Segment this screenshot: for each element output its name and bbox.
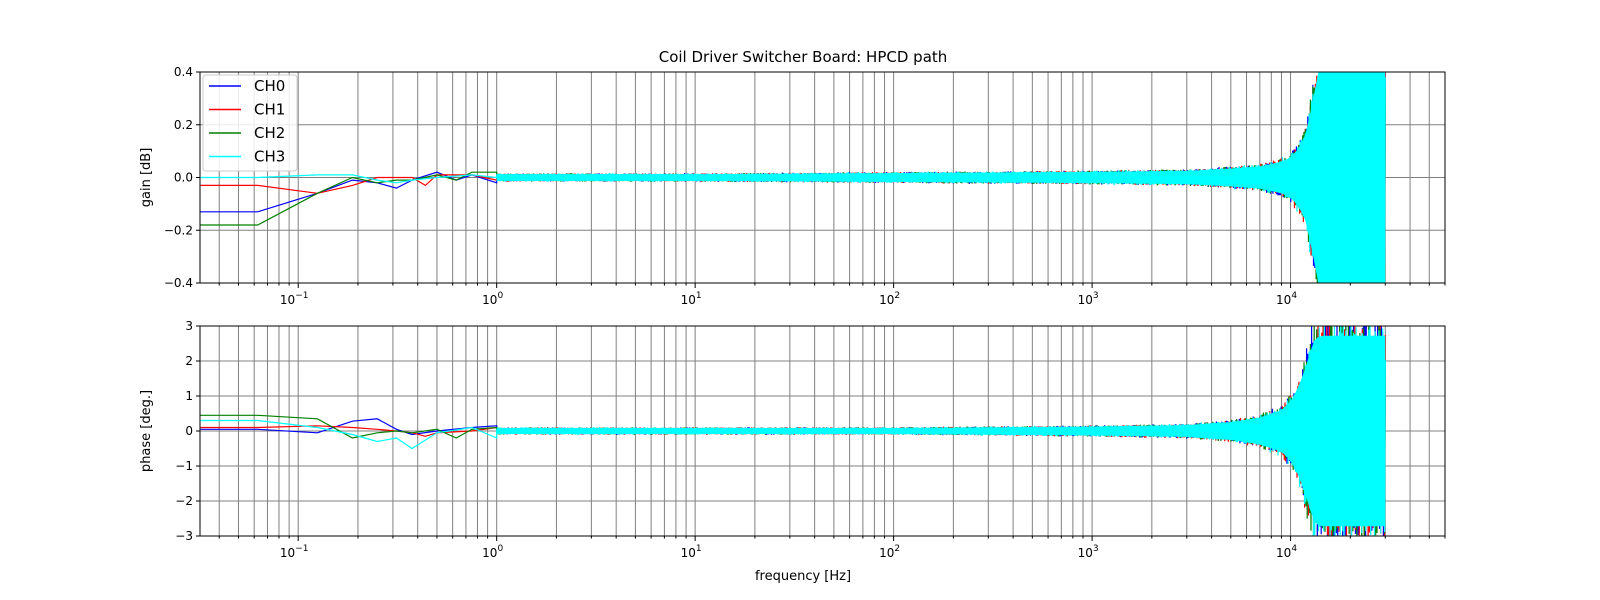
phase-ytick-label: 2 [185,354,193,368]
phase-ytick-label: −3 [175,529,193,543]
gain-ytick-label: −0.2 [164,223,193,237]
legend-label-CH2: CH2 [254,124,285,142]
x-axis-label: frequency [Hz] [755,569,851,584]
gain-ytick-label: −0.4 [164,276,193,290]
legend: CH0 CH1 CH2 CH3 [202,74,298,172]
legend-label-CH0: CH0 [254,77,285,95]
legend-label-CH1: CH1 [254,101,285,119]
phase-ytick-label: 0 [185,424,193,438]
gain-ylabel: gain [dB] [139,148,154,208]
gain-ytick-label: 0.2 [174,118,193,132]
gain-data [200,72,1386,283]
phase-ytick-label: 3 [185,319,193,333]
phase-ylabel: phase [deg.] [139,390,154,472]
phase-series-CH3-band [496,335,1386,527]
phase-data [200,326,1386,536]
gain-series-CH3-band [496,72,1386,283]
legend-label-CH3: CH3 [254,148,285,166]
phase-ytick-label: 1 [185,389,193,403]
phase-ytick-label: −1 [175,459,193,473]
gain-plot: −0.4−0.20.00.20.410−1 100 101 102 103 104gain… [139,65,1446,307]
gain-ytick-label: 0.0 [174,171,193,185]
phase-ytick-label: −2 [175,494,193,508]
gain-ytick-label: 0.4 [174,65,193,79]
chart-title: Coil Driver Switcher Board: HPCD path [659,48,948,66]
legend-box [202,74,298,172]
